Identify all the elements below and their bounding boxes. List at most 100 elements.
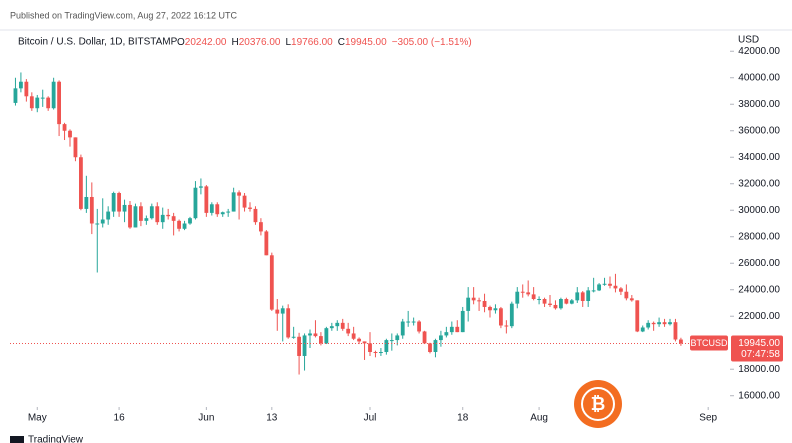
candle-body bbox=[29, 96, 34, 109]
candle-body bbox=[324, 328, 329, 344]
candle-body bbox=[231, 192, 236, 212]
candle-body bbox=[220, 212, 225, 215]
candle-body bbox=[597, 284, 601, 291]
candle-body bbox=[128, 204, 132, 228]
candle-body bbox=[193, 187, 198, 219]
candle-body bbox=[482, 300, 487, 307]
y-tick-label: 22000.00 bbox=[738, 311, 780, 322]
candle-body bbox=[291, 336, 296, 338]
candle-body bbox=[209, 204, 214, 213]
candle-body bbox=[351, 333, 356, 339]
candle-body bbox=[379, 352, 383, 354]
candle-body bbox=[259, 222, 263, 232]
candle-body bbox=[199, 186, 203, 188]
svg-text:₿: ₿ bbox=[591, 394, 606, 414]
candle-body bbox=[24, 81, 29, 97]
candle-body bbox=[100, 219, 105, 224]
candle-body bbox=[466, 297, 471, 311]
candle-body bbox=[160, 214, 165, 223]
x-tick-label: 16 bbox=[114, 413, 126, 424]
candle-body bbox=[111, 193, 116, 212]
candle-body bbox=[357, 338, 361, 342]
candle-body bbox=[493, 308, 498, 311]
candle-body bbox=[297, 336, 301, 356]
x-tick-label: Aug bbox=[530, 413, 548, 424]
candle-body bbox=[177, 220, 181, 229]
x-tick-label: 18 bbox=[457, 413, 469, 424]
candle-body bbox=[226, 211, 231, 213]
candle-body bbox=[591, 290, 596, 292]
candle-body bbox=[340, 322, 345, 329]
candle-body bbox=[302, 335, 307, 356]
x-tick-label: May bbox=[28, 413, 47, 424]
y-tick-label: 28000.00 bbox=[738, 231, 780, 242]
ohlc-value: 19766.00 bbox=[291, 37, 333, 48]
candle-body bbox=[629, 298, 634, 301]
candle-body bbox=[188, 218, 192, 224]
candle-body bbox=[89, 196, 94, 224]
x-tick-label: 13 bbox=[266, 413, 278, 424]
candle-body bbox=[553, 304, 558, 309]
candle-body bbox=[182, 223, 187, 229]
candle-body bbox=[62, 124, 67, 131]
y-tick-label: 40000.00 bbox=[738, 72, 780, 83]
candle-body bbox=[155, 206, 160, 223]
candle-body bbox=[57, 81, 61, 125]
candle-body bbox=[662, 322, 667, 325]
candle-body bbox=[580, 292, 585, 301]
candle-body bbox=[608, 283, 612, 286]
price-tag-countdown: 07:47:58 bbox=[741, 349, 780, 360]
candle-body bbox=[559, 299, 563, 309]
y-tick-label: 36000.00 bbox=[738, 125, 780, 136]
candle-body bbox=[477, 300, 481, 302]
candle-body bbox=[619, 288, 623, 292]
watermark: ₿ bbox=[574, 380, 622, 428]
ohlc-key: C bbox=[338, 37, 345, 48]
candle-body bbox=[417, 321, 421, 332]
candle-body bbox=[275, 309, 280, 314]
y-tick-label: 26000.00 bbox=[738, 258, 780, 269]
candle-body bbox=[319, 336, 323, 344]
y-tick-label: 42000.00 bbox=[738, 46, 780, 57]
candle-body bbox=[542, 299, 547, 304]
ohlc-key: L bbox=[285, 37, 291, 48]
ohlc-key: H bbox=[232, 37, 239, 48]
ohlc-values: O20242.00 H20376.00 L19766.00 C19945.00 −305… bbox=[177, 37, 472, 48]
candle-body bbox=[73, 137, 78, 158]
candle-body bbox=[335, 322, 340, 327]
candle-body bbox=[215, 204, 220, 215]
y-tick-label: 38000.00 bbox=[738, 99, 780, 110]
y-tick-label: 24000.00 bbox=[738, 284, 780, 295]
candle-body bbox=[673, 322, 678, 340]
candle-body bbox=[439, 335, 443, 341]
candle-body bbox=[411, 321, 416, 323]
published-note: Published on TradingView.com, Aug 27, 20… bbox=[10, 10, 237, 20]
y-tick-label: 16000.00 bbox=[738, 390, 780, 401]
candle-body bbox=[635, 300, 640, 332]
candle-body bbox=[668, 322, 672, 325]
candle-body bbox=[548, 303, 552, 305]
candle-body bbox=[504, 325, 509, 327]
candle-body bbox=[346, 328, 351, 334]
symbol-title: Bitcoin / U.S. Dollar, 1D, BITSTAMP bbox=[18, 37, 178, 48]
candle-body bbox=[460, 310, 465, 333]
candle-body bbox=[569, 300, 574, 304]
candle-body bbox=[46, 97, 51, 109]
candle-body bbox=[640, 327, 645, 332]
candle-body bbox=[286, 308, 291, 338]
candle-body bbox=[144, 218, 149, 221]
candle-body bbox=[444, 332, 449, 336]
x-tick-label: Sep bbox=[699, 413, 717, 424]
candle-body bbox=[362, 341, 367, 344]
price-tag-value: 19945.00 bbox=[738, 338, 780, 349]
candle-body bbox=[520, 291, 525, 293]
candle-body bbox=[242, 195, 247, 208]
candle-body bbox=[95, 223, 100, 225]
x-tick-label: Jul bbox=[364, 413, 377, 424]
price-tag bbox=[731, 335, 783, 362]
candle-body bbox=[13, 88, 18, 103]
candle-body bbox=[679, 339, 683, 344]
symbol-tag bbox=[690, 335, 728, 351]
candle-body bbox=[51, 81, 56, 109]
candle-body bbox=[602, 283, 607, 285]
